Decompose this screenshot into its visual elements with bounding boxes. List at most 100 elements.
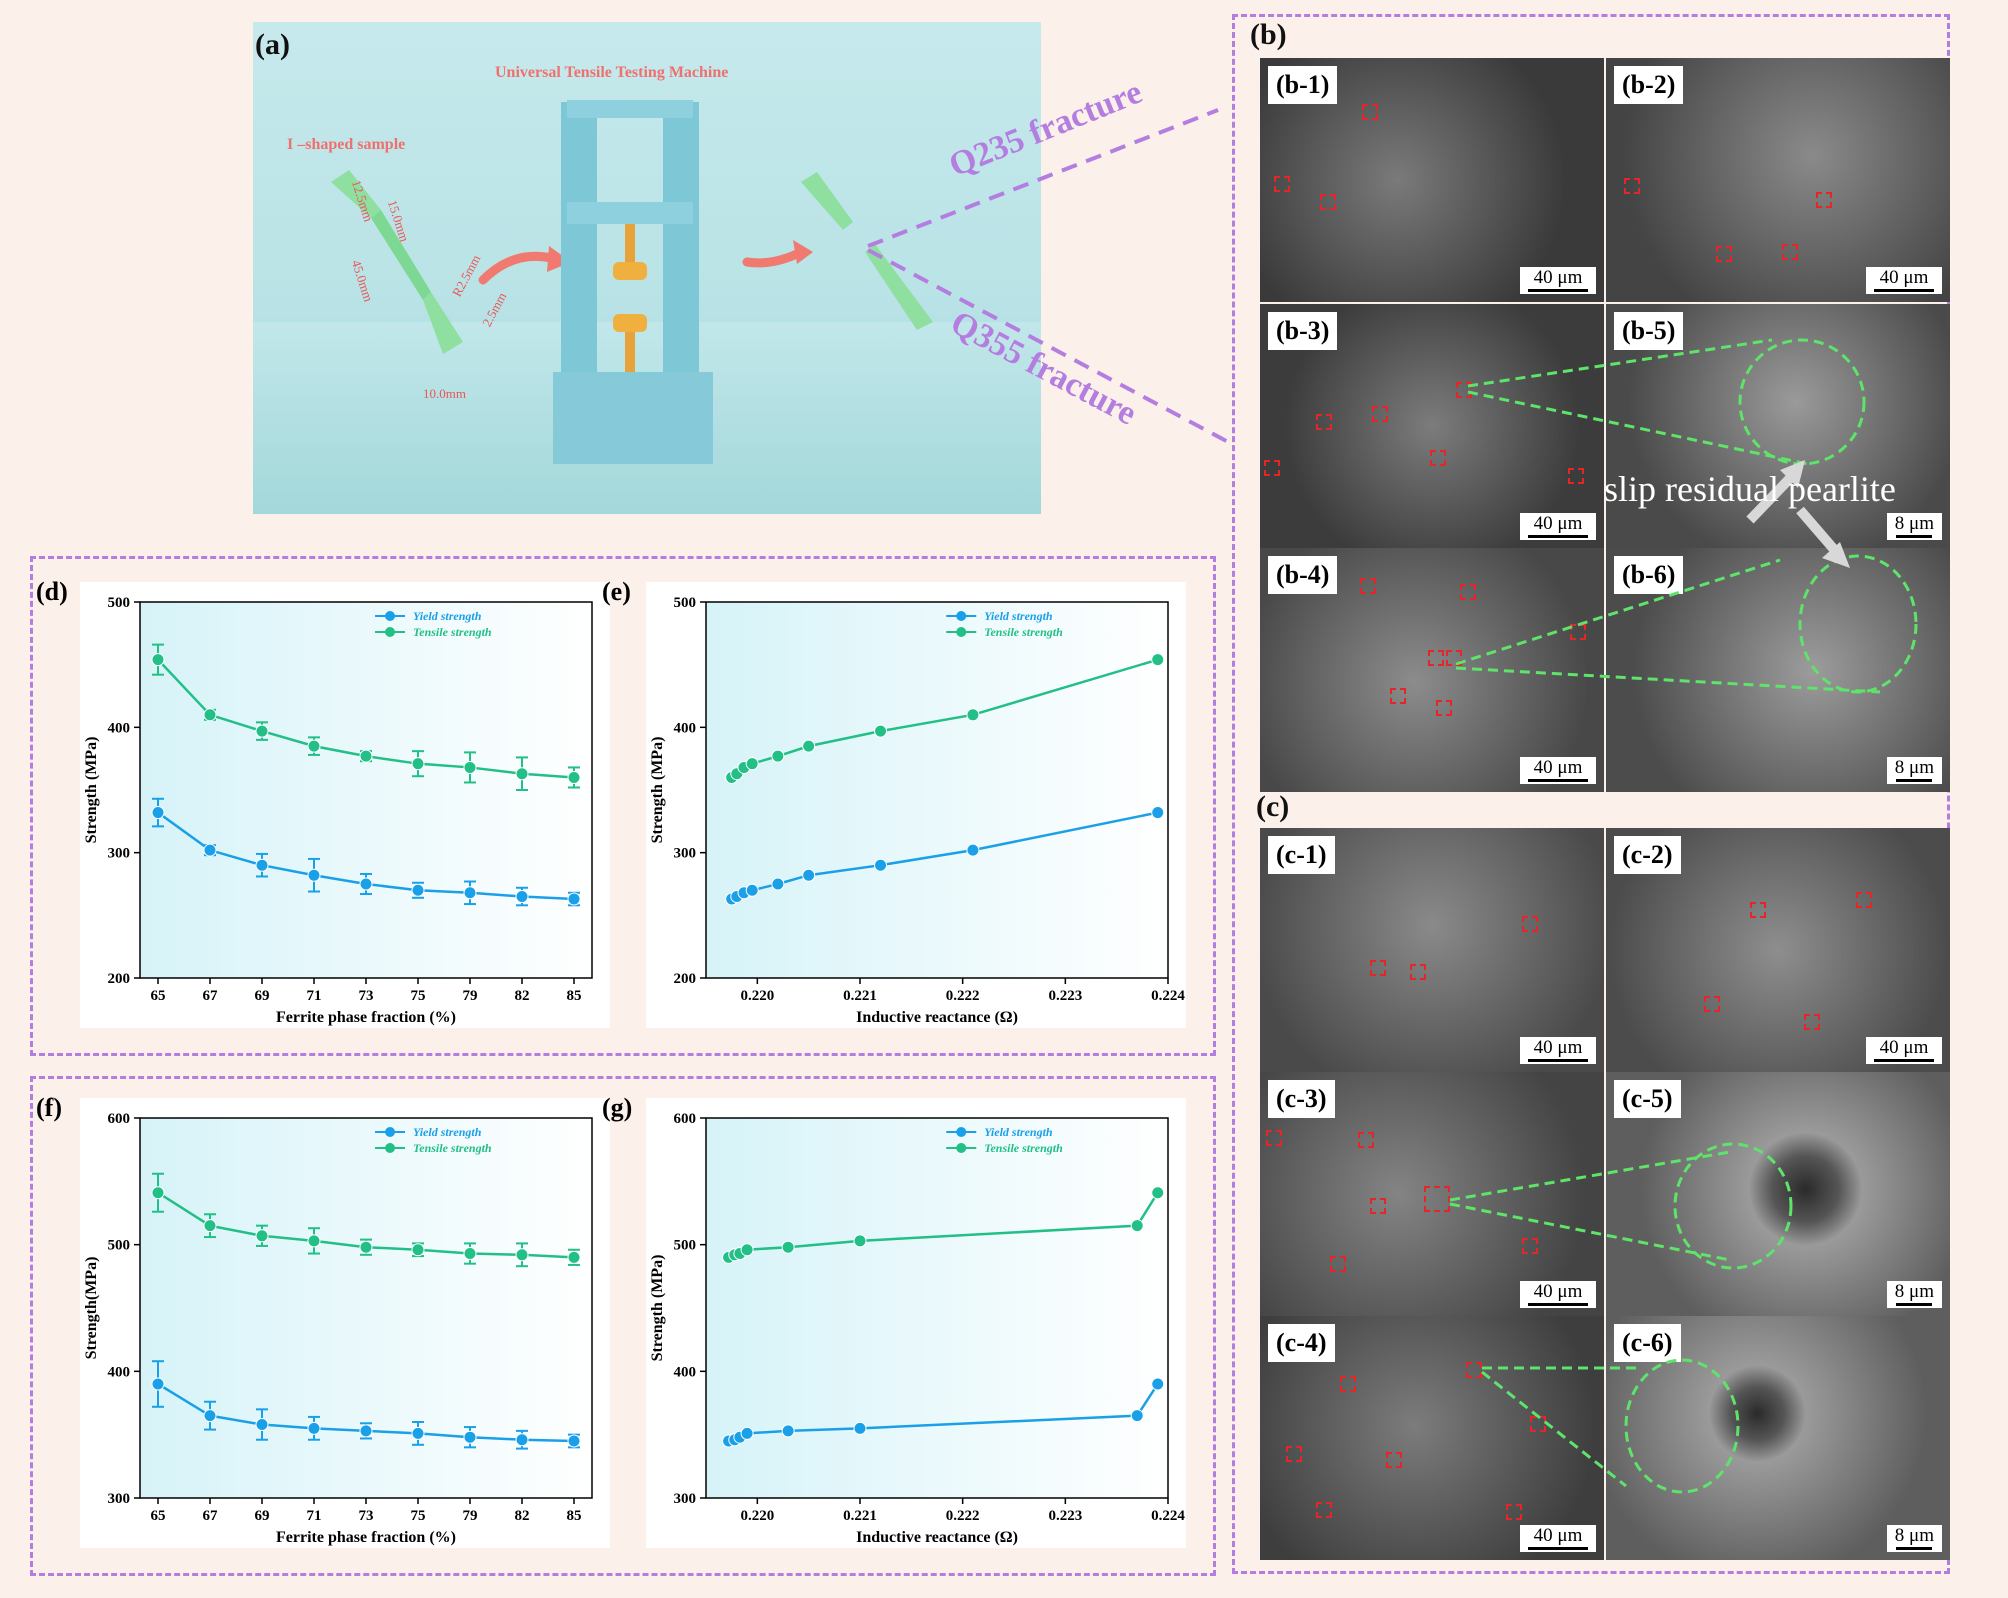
data-point	[515, 1433, 529, 1447]
data-point	[151, 1186, 165, 1200]
x-tick-label: 0.222	[946, 1508, 980, 1524]
y-axis-label: Strength(MPa)	[83, 1257, 100, 1360]
marker	[1340, 1376, 1356, 1392]
marker	[1316, 414, 1332, 430]
data-point	[567, 1250, 581, 1264]
legend-marker	[956, 611, 967, 621]
chart-frame-top	[30, 556, 1216, 1056]
data-point	[966, 843, 980, 857]
x-axis-label: Ferrite phase fraction (%)	[276, 1009, 456, 1026]
y-tick-label: 500	[674, 595, 697, 611]
data-point	[874, 724, 888, 738]
data-point	[853, 1421, 867, 1435]
legend-marker	[385, 1127, 396, 1137]
y-tick-label: 500	[108, 595, 131, 611]
sem-b4-label: (b-4)	[1268, 556, 1338, 594]
x-tick-label: 75	[411, 1508, 426, 1524]
sem-b6-label: (b-6)	[1614, 556, 1684, 594]
marker	[1750, 902, 1766, 918]
data-point	[567, 770, 581, 784]
marker	[1264, 460, 1280, 476]
data-point	[567, 892, 581, 906]
data-point	[255, 724, 269, 738]
sem-c3: (c-3) 40 μm	[1260, 1072, 1604, 1316]
panel-c-label: (c)	[1256, 790, 1290, 823]
y-tick-label: 300	[108, 846, 131, 862]
y-tick-label: 400	[108, 1364, 131, 1380]
sem-b1: (b-1) 40 μm	[1260, 58, 1604, 302]
fracture-leader-lines	[867, 108, 1233, 446]
data-point	[781, 1240, 795, 1254]
panel-label: (d)	[36, 577, 68, 606]
x-tick-label: 82	[515, 988, 530, 1004]
marker	[1624, 178, 1640, 194]
tensile-test-schematic: (a) Universal Tensile Testing Machine I …	[253, 22, 1041, 514]
fractured-sample	[801, 172, 933, 330]
data-point	[802, 868, 816, 882]
marker	[1370, 1198, 1386, 1214]
x-tick-label: 73	[359, 988, 374, 1004]
data-point	[874, 858, 888, 872]
x-axis-label: Inductive reactance (Ω)	[856, 1529, 1018, 1546]
chart-f: 300 400 500 600 65 67 69 71 73 75 79 82 85 Ferrite ph…	[36, 1093, 610, 1548]
sem-panel-frame	[1232, 14, 1950, 1574]
data-point	[359, 1240, 373, 1254]
panel-a-label: (a)	[255, 28, 290, 61]
data-point	[411, 1426, 425, 1440]
y-tick-label: 500	[108, 1238, 131, 1254]
data-point	[515, 890, 529, 904]
legend-label: Tensile strength	[984, 1141, 1063, 1155]
y-tick-label: 500	[674, 1238, 697, 1254]
x-tick-label: 79	[463, 988, 478, 1004]
marker	[1360, 578, 1376, 594]
legend-label: Tensile strength	[984, 625, 1063, 639]
y-tick-label: 600	[108, 1111, 131, 1127]
data-point	[1151, 806, 1165, 820]
data-point	[203, 1409, 217, 1423]
legend-label: Tensile strength	[413, 625, 492, 639]
marker	[1568, 468, 1584, 484]
sem-b1-label: (b-1)	[1268, 66, 1338, 104]
scale-bar: 8 μm	[1886, 757, 1942, 784]
chart-e: 200 300 400 500 0.220 0.221 0.222 0.223 0.224 Ind…	[602, 577, 1186, 1028]
chart-frame-bottom	[30, 1076, 1216, 1576]
data-point	[463, 760, 477, 774]
x-tick-label: 69	[255, 988, 270, 1004]
dim-10-0: 10.0mm	[423, 386, 466, 401]
x-tick-label: 0.222	[946, 988, 980, 1004]
data-point	[771, 749, 785, 763]
x-tick-label: 0.223	[1048, 988, 1082, 1004]
sem-c2: (c-2) 40 μm	[1606, 828, 1950, 1072]
sem-c6-label: (c-6)	[1614, 1324, 1681, 1362]
x-tick-label: 79	[463, 1508, 478, 1524]
legend-marker	[956, 627, 967, 637]
y-tick-label: 400	[674, 720, 697, 736]
marker	[1358, 1132, 1374, 1148]
panel-label: (e)	[602, 577, 631, 606]
x-tick-label: 85	[567, 988, 582, 1004]
data-point	[307, 739, 321, 753]
scale-bar: 40 μm	[1520, 267, 1596, 294]
y-axis-label: Strength (MPa)	[649, 737, 666, 844]
x-tick-label: 71	[307, 1508, 322, 1524]
scale-bar: 40 μm	[1520, 1525, 1596, 1552]
sem-b2: (b-2) 40 μm	[1606, 58, 1950, 302]
legend-label: Yield strength	[413, 1125, 482, 1139]
marker	[1782, 244, 1798, 260]
chart-g: 300 400 500 600 0.220 0.221 0.222 0.223 0.224 Ind…	[602, 1093, 1186, 1548]
data-point	[255, 1418, 269, 1432]
x-tick-label: 0.221	[843, 1508, 877, 1524]
panel-b-label: (b)	[1250, 18, 1287, 51]
legend-marker	[956, 1127, 967, 1137]
x-tick-label: 67	[203, 988, 219, 1004]
y-axis-label: Strength (MPa)	[83, 737, 100, 844]
marker	[1446, 650, 1462, 666]
data-point	[966, 708, 980, 722]
x-tick-label: 82	[515, 1508, 530, 1524]
machine-title: Universal Tensile Testing Machine	[495, 64, 729, 81]
panel-label: (g)	[602, 1093, 632, 1122]
plot-area	[705, 1117, 1169, 1499]
marker	[1716, 246, 1732, 262]
x-tick-label: 0.220	[740, 988, 774, 1004]
y-tick-label: 300	[674, 846, 697, 862]
